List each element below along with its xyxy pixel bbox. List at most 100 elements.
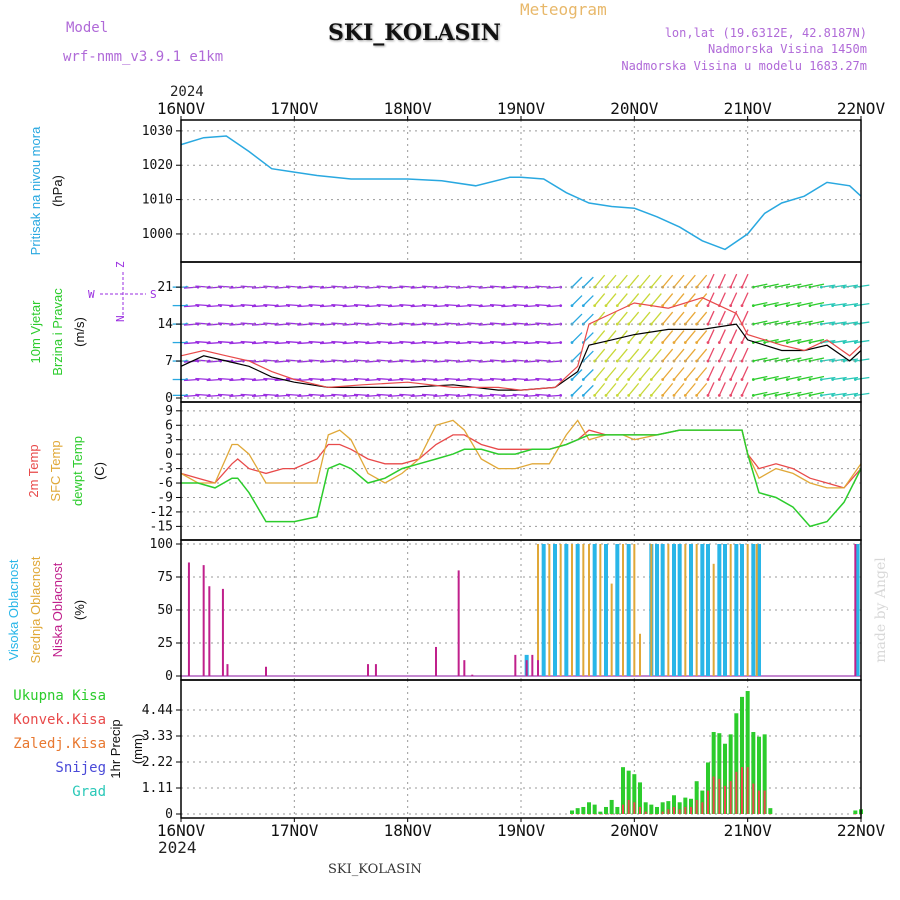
wind-arrow	[478, 304, 493, 308]
panel-frame-temperature	[180, 401, 862, 541]
mid-cloud-bar	[755, 544, 758, 676]
wind-arrow	[512, 377, 527, 381]
conv-precip-bar	[593, 814, 596, 815]
wind-arrow	[387, 378, 403, 382]
wind-arrow	[832, 302, 847, 307]
panel-frame-wind	[180, 261, 862, 403]
wind-arrow	[628, 382, 640, 396]
wind-arrow	[673, 367, 685, 380]
low-cloud-bar	[367, 664, 369, 676]
wind-arrow-head	[661, 341, 665, 344]
cloud-axis-label-3: (%)	[72, 600, 87, 620]
conv-precip-bar	[746, 767, 749, 814]
y-tick-label: -15	[150, 519, 173, 534]
wind-arrow-head	[842, 359, 846, 363]
wind-arrow	[206, 341, 221, 345]
wind-arrow	[240, 393, 255, 397]
mid-cloud-bar	[559, 544, 562, 676]
wind-arrow	[489, 322, 505, 325]
date-label-top: 20NOV	[610, 99, 659, 118]
high-cloud-bar	[655, 544, 659, 676]
wind-arrow	[764, 375, 779, 381]
total-precip-bar	[655, 806, 659, 814]
dir-legend-s: S	[150, 288, 157, 301]
wind-arrow-head	[831, 304, 835, 307]
wind-arrow	[821, 302, 836, 307]
wind-arrow	[455, 378, 471, 382]
total-precip-bar	[762, 734, 767, 814]
wind-arrow-head	[638, 393, 642, 397]
wind-arrow-head	[627, 322, 631, 326]
wind-arrow	[673, 274, 685, 288]
meteogram-label: Meteogram	[520, 0, 607, 19]
wind-arrow	[718, 273, 726, 288]
wind-arrow	[707, 329, 715, 343]
wind-arrow	[376, 359, 391, 362]
total-precip-bar	[575, 808, 580, 814]
wind-arrow-head	[706, 322, 710, 326]
wind-arrow	[718, 292, 726, 306]
high-cloud-bar	[615, 544, 620, 676]
wind-arrow	[571, 295, 583, 307]
wind-arrow	[399, 303, 414, 307]
wind-arrow	[718, 366, 726, 380]
date-label-top: 18NOV	[384, 99, 433, 118]
wind-arrow	[365, 286, 380, 289]
wind-arrow-head	[581, 378, 585, 381]
wind-arrow-head	[842, 378, 846, 381]
wind-arrow	[183, 286, 199, 289]
date-label-bottom: 17NOV	[270, 821, 319, 840]
wind-arrow	[753, 320, 768, 325]
wind-arrow-head	[808, 322, 812, 326]
wind-arrow	[342, 394, 357, 398]
wind-arrow	[285, 393, 301, 397]
wind-arrow	[433, 341, 448, 345]
wind-arrow	[251, 341, 267, 345]
wind-arrow	[707, 347, 715, 362]
wind-arrow	[798, 301, 813, 307]
wind-arrow	[478, 286, 493, 289]
wind-arrow-head	[763, 393, 767, 397]
total-precip-bar	[649, 804, 654, 814]
y-tick-label: 4.44	[142, 703, 173, 718]
wind-arrow	[489, 393, 505, 397]
mid-cloud-bar	[639, 633, 641, 676]
wind-arrow-head	[695, 359, 699, 363]
footer-station-name: SKI_KOLASIN	[328, 862, 422, 877]
low-cloud-bar	[531, 654, 534, 676]
wind-arrow-head	[706, 341, 710, 344]
wind-arrow-head	[695, 304, 699, 307]
wind-arrow	[843, 284, 859, 288]
wind-arrow	[353, 303, 369, 307]
y-tick-label: 0	[165, 669, 173, 684]
wind-arrow	[662, 382, 674, 396]
wind-arrow-head	[661, 393, 665, 397]
wind-arrow	[523, 341, 539, 345]
wind-arrow	[444, 340, 459, 344]
mid-cloud-bar	[537, 544, 539, 676]
wind-arrow-head	[638, 304, 642, 307]
mid-cloud-bar	[695, 544, 698, 676]
wind-arrow	[787, 338, 802, 344]
temp-axis-label-0: 2m Temp	[26, 444, 41, 497]
wind-arrow-head	[638, 378, 642, 381]
wind-arrow-head	[672, 378, 676, 381]
wind-arrow-head	[763, 341, 767, 344]
date-label-top: 21NOV	[724, 99, 773, 118]
mid-cloud-bar	[599, 544, 602, 676]
wind-arrow	[775, 301, 791, 307]
wind-arrow-head	[819, 393, 823, 397]
wind-arrow	[684, 382, 696, 396]
wind-arrow	[843, 376, 859, 381]
total-precip-bar	[751, 732, 756, 814]
conv-precip-bar	[758, 790, 760, 814]
wind-arrow-head	[717, 378, 721, 381]
wind-arrow	[730, 329, 738, 343]
wind-arrow	[455, 394, 471, 398]
wind-arrow	[501, 341, 516, 345]
wind-arrow	[319, 378, 335, 382]
pressure-axis-label-1: (hPa)	[50, 175, 65, 207]
date-label-bottom: 18NOV	[384, 821, 433, 840]
wind-arrow-head	[604, 378, 608, 381]
wind-arrow-head	[593, 285, 597, 289]
